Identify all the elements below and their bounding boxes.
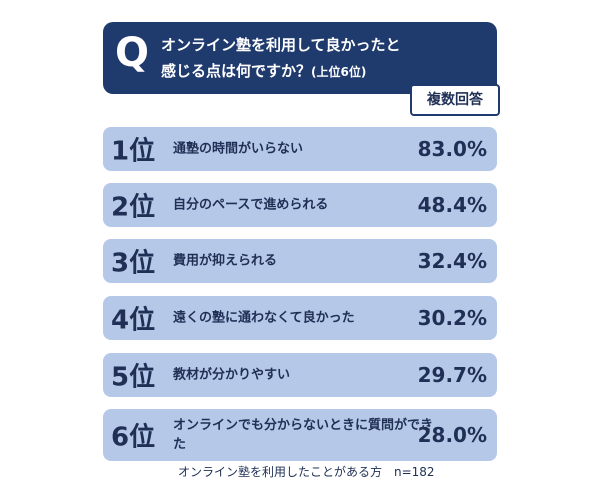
rank: 1位 [111, 136, 156, 167]
rank: 4位 [111, 305, 156, 336]
percent: 48.4% [417, 193, 487, 217]
title-note: (上位6位) [311, 65, 367, 79]
tab-label: 複数回答 [410, 84, 500, 116]
q-mark: Q [115, 30, 150, 76]
header: Q オンライン塾を利用して良かったと 感じる点は何ですか？(上位6位) [103, 22, 497, 94]
title: オンライン塾を利用して良かったと [161, 36, 401, 54]
rank-row: 4位 遠くの塾に通わなくて良かった 30.2% [103, 296, 497, 340]
item-label: 遠くの塾に通わなくて良かった [173, 310, 355, 326]
rank-row: 6位 オンラインでも分からないときに質問ができた 28.0% [103, 409, 497, 461]
rank: 6位 [111, 422, 156, 453]
item-label: 自分のペースで進められる [173, 197, 329, 213]
item-label: 教材が分かりやすい [173, 367, 291, 383]
percent: 29.7% [417, 363, 487, 387]
rank-row: 1位 通塾の時間がいらない 83.0% [103, 127, 497, 171]
rank-row: 3位 費用が抑えられる 32.4% [103, 239, 497, 283]
item-label: 通塾の時間がいらない [173, 141, 304, 157]
rank: 3位 [111, 248, 156, 279]
rank-row: 2位 自分のペースで進められる 48.4% [103, 183, 497, 227]
percent: 30.2% [417, 306, 487, 330]
footer: オンライン塾を利用したことがある方 n=182 [178, 465, 435, 479]
item-label: オンラインでも分からないときに質問ができた [173, 418, 434, 452]
title: 感じる点は何ですか？(上位6位) [161, 60, 366, 81]
percent: 32.4% [417, 249, 487, 273]
rank: 5位 [111, 362, 156, 393]
title: 感じる点は何ですか？ [161, 62, 312, 80]
rank-row: 5位 教材が分かりやすい 29.7% [103, 353, 497, 397]
item-label: 費用が抑えられる [173, 253, 278, 269]
percent: 83.0% [417, 137, 487, 161]
rank: 2位 [111, 192, 156, 223]
percent: 28.0% [417, 423, 487, 447]
